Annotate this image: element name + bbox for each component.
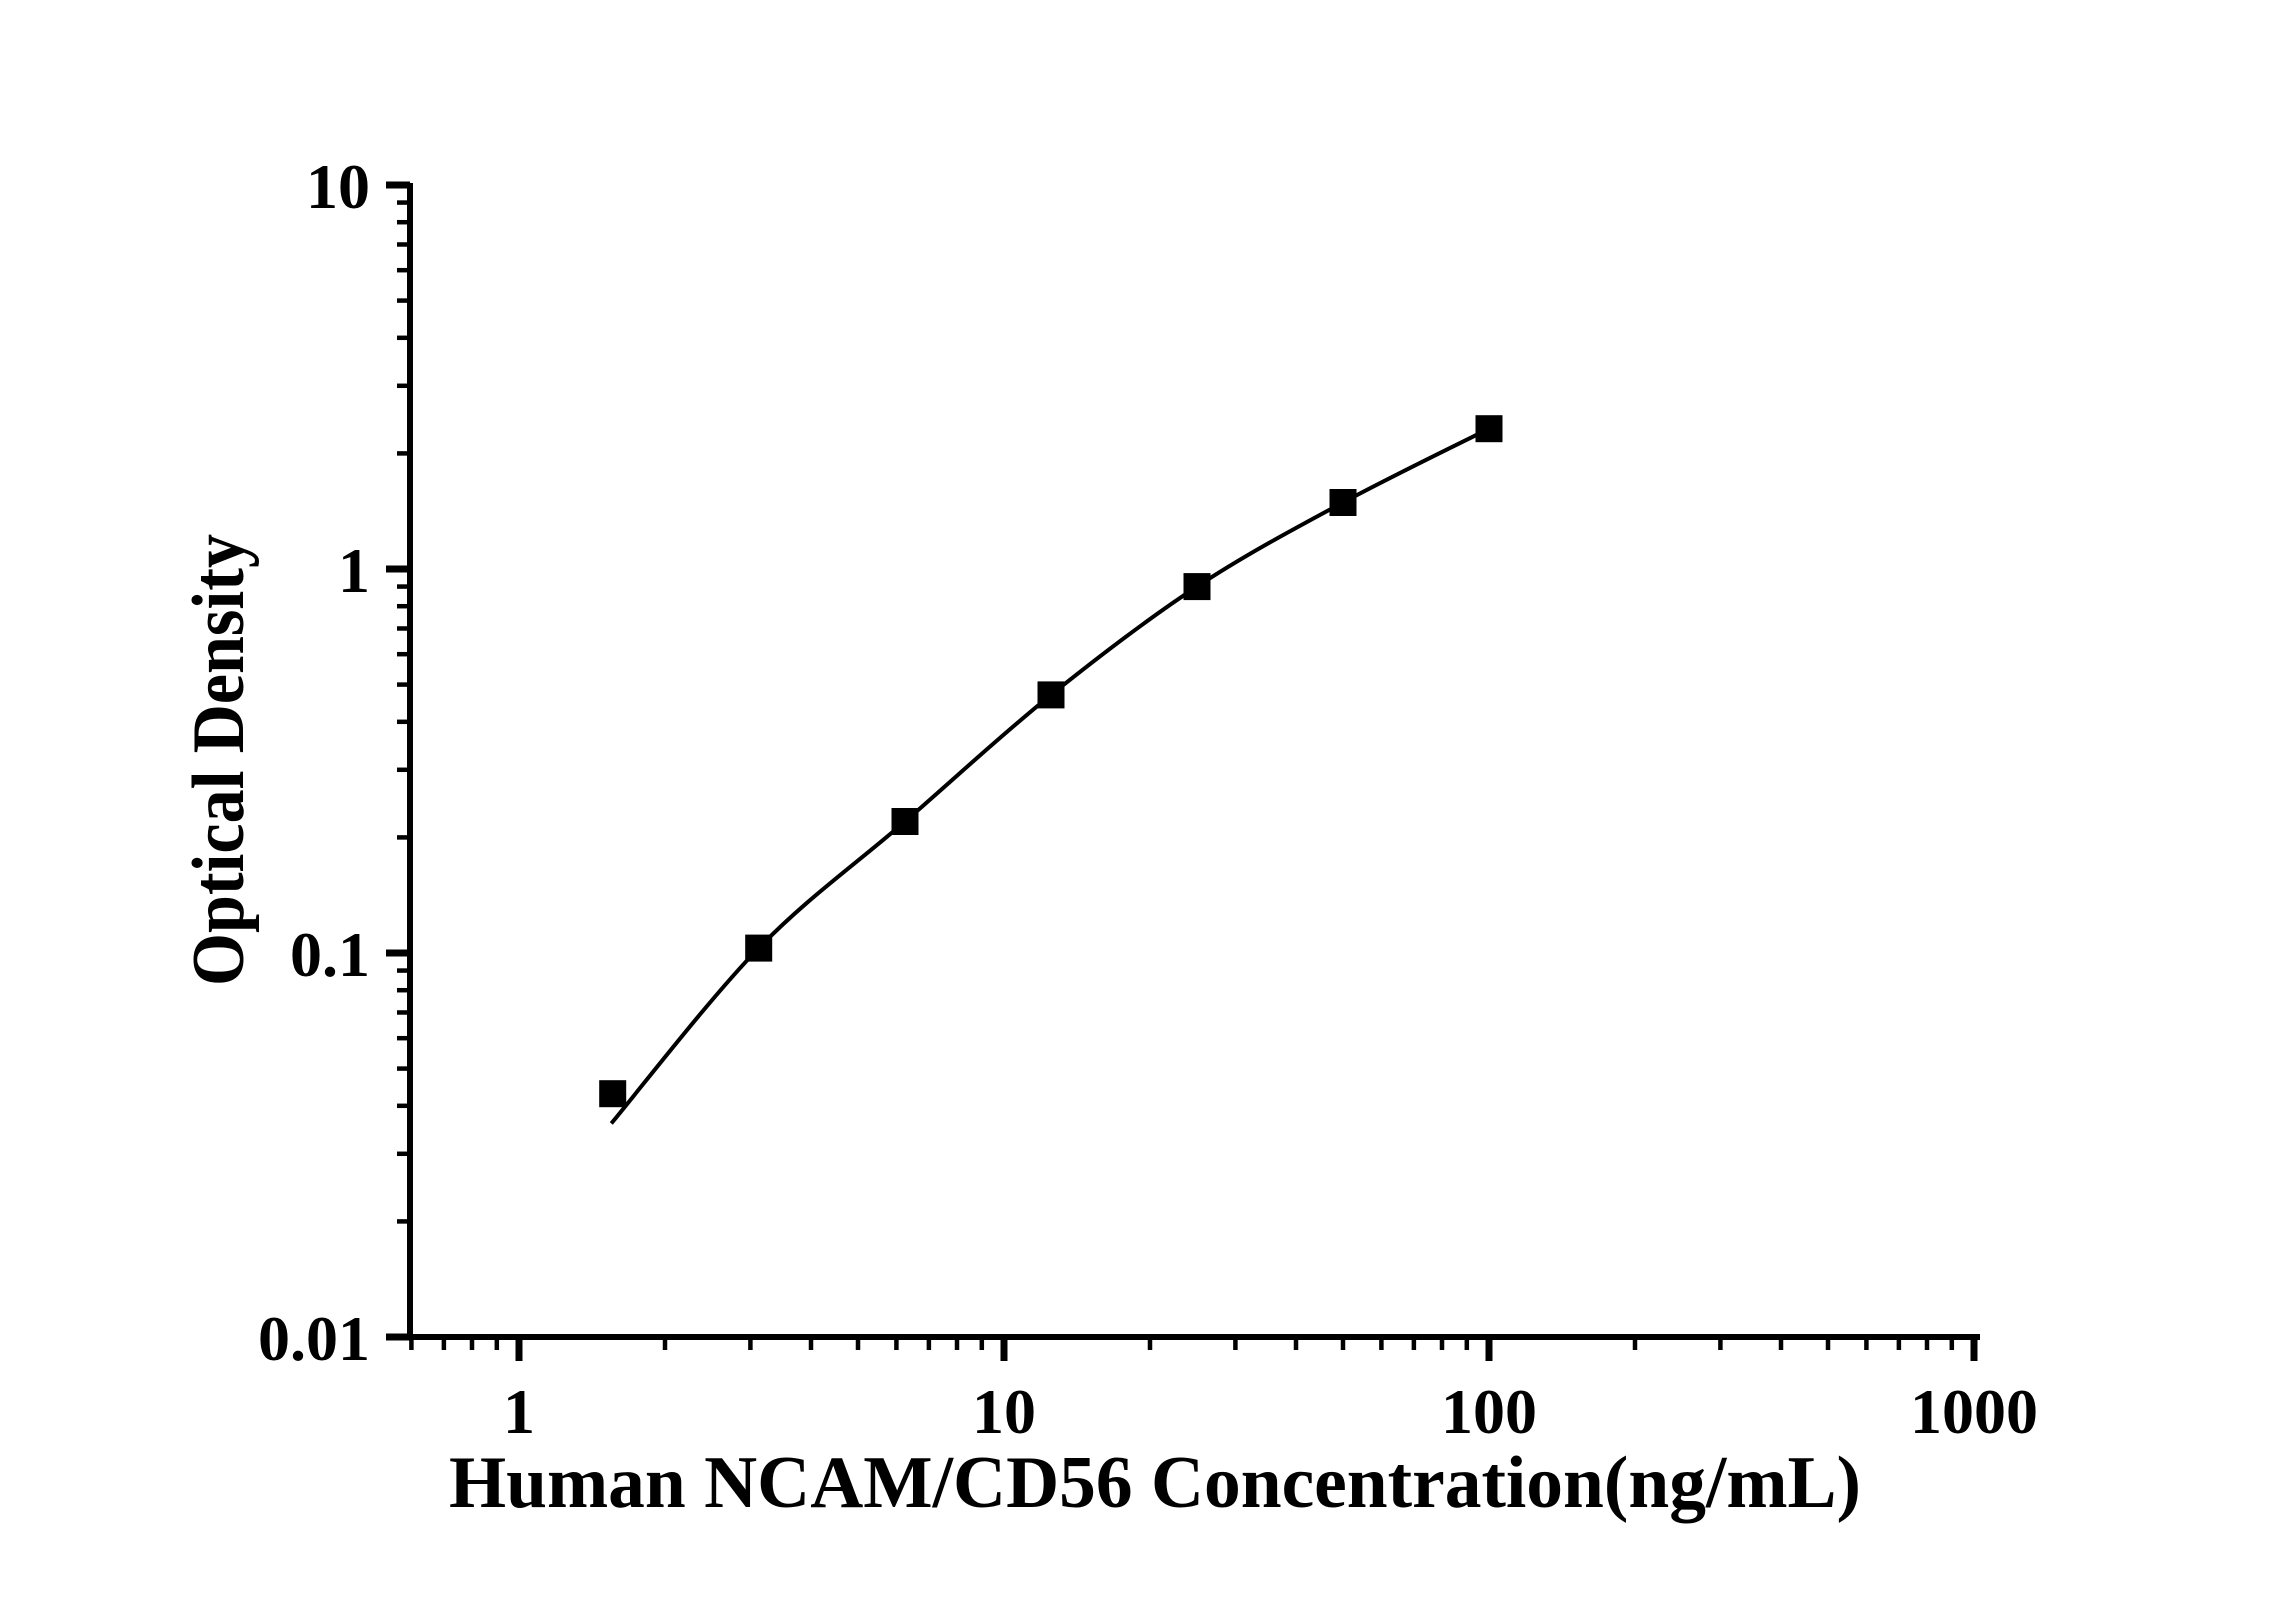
x-tick-label: 100 bbox=[1441, 1376, 1537, 1447]
tick-label-layer: 1 10 100 1000 0.01 0.1 1 10 bbox=[258, 151, 2038, 1447]
x-tick-label: 1 bbox=[503, 1376, 535, 1447]
data-point-marker bbox=[1183, 573, 1211, 601]
data-point-marker bbox=[1037, 681, 1065, 709]
y-tick-label: 1 bbox=[338, 535, 370, 606]
data-point-marker bbox=[891, 808, 919, 835]
data-point-marker bbox=[1329, 489, 1357, 516]
y-tick-label: 10 bbox=[306, 151, 370, 222]
data-point-marker bbox=[745, 934, 773, 962]
marker-layer bbox=[599, 415, 1503, 1108]
x-tick-label: 10 bbox=[972, 1376, 1036, 1447]
y-axis-title: Optical Density bbox=[178, 534, 260, 986]
x-axis-title: Human NCAM/CD56 Concentration(ng/mL) bbox=[449, 1442, 1861, 1524]
data-point-marker bbox=[599, 1080, 627, 1108]
fit-curve bbox=[609, 426, 1490, 1125]
y-tick-label: 0.1 bbox=[290, 919, 370, 990]
x-tick-label: 1000 bbox=[1910, 1376, 2038, 1447]
curve-layer bbox=[609, 426, 1490, 1125]
axes-layer bbox=[386, 181, 1980, 1361]
y-tick-label: 0.01 bbox=[258, 1303, 370, 1374]
data-point-marker bbox=[1475, 415, 1503, 443]
